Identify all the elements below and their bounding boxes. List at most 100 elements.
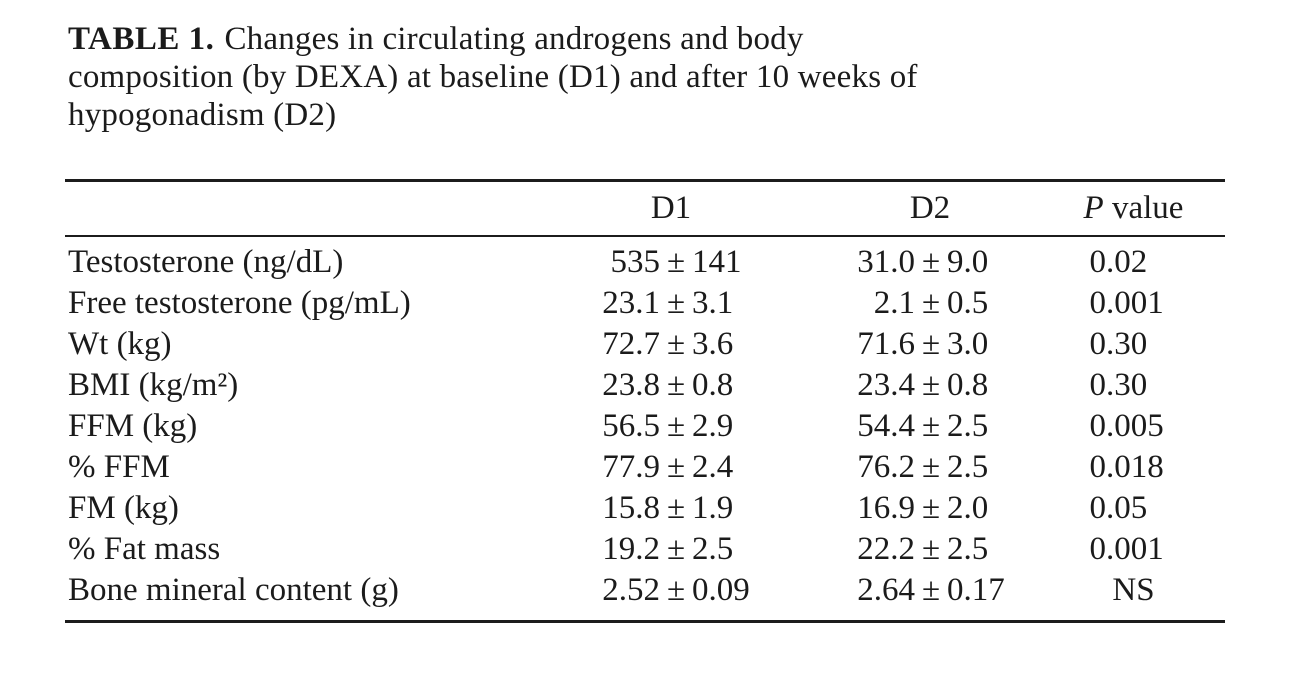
d1-mean: 77.9	[602, 449, 660, 485]
d1-sd: 0.09	[692, 572, 750, 608]
p-value-text: NS	[1112, 572, 1155, 608]
d2-value: 2.64 ±0.17	[815, 572, 1045, 609]
d1-value: 23.8 ±0.8	[585, 367, 815, 404]
row-label: Bone mineral content (g)	[68, 572, 399, 608]
d1-mean: 19.2	[602, 531, 660, 567]
d1-value: 56.5 ±2.9	[585, 408, 815, 445]
row-label: Wt (kg)	[68, 326, 172, 362]
caption-line-1: TABLE 1. Changes in circulating androgens…	[68, 20, 1178, 58]
p-value: 0.30	[1045, 367, 1222, 404]
plus-minus-icon: ±	[666, 449, 686, 485]
plus-minus-icon: ±	[666, 285, 686, 321]
d2-mean: 71.6	[857, 326, 915, 362]
table-row: % FFM 77.9 ±2.4 76.2 ±2.5 0.018	[65, 447, 1225, 488]
p-value: 0.02	[1045, 244, 1222, 281]
row-label: % FFM	[68, 449, 170, 485]
d1-mean: 23.1	[602, 285, 660, 321]
d1-sd: 0.8	[692, 367, 734, 403]
p-value-text: 0.30	[1089, 326, 1148, 362]
d1-sd: 3.1	[692, 285, 734, 321]
plus-minus-icon: ±	[921, 408, 941, 444]
d2-mean: 76.2	[857, 449, 915, 485]
p-value: 0.005	[1045, 408, 1222, 445]
plus-minus-icon: ±	[666, 490, 686, 526]
column-header-d2: D2	[909, 189, 951, 226]
table-row: Bone mineral content (g) 2.52 ±0.09 2.64 ±0.…	[65, 570, 1225, 611]
d1-mean: 535	[610, 244, 661, 280]
d1-value: 535 ±141	[585, 244, 815, 281]
d2-value: 71.6 ±3.0	[815, 326, 1045, 363]
plus-minus-icon: ±	[921, 244, 941, 280]
plus-minus-icon: ±	[921, 490, 941, 526]
table-body: Testosterone (ng/dL) 535 ±141 31.0 ±9.0 0.02 F…	[65, 237, 1225, 620]
d2-value: 23.4 ±0.8	[815, 367, 1045, 404]
p-value-text: 0.005	[1089, 408, 1164, 444]
p-value: 0.018	[1045, 449, 1222, 486]
plus-minus-icon: ±	[666, 408, 686, 444]
p-value-text: 0.018	[1089, 449, 1164, 485]
d1-value: 77.9 ±2.4	[585, 449, 815, 486]
d2-value: 22.2 ±2.5	[815, 531, 1045, 568]
plus-minus-icon: ±	[921, 572, 941, 608]
d1-sd: 2.9	[692, 408, 734, 444]
caption-line-3: hypogonadism (D2)	[68, 97, 337, 133]
p-value: 0.001	[1045, 285, 1222, 322]
d2-mean: 2.64	[857, 572, 915, 608]
row-label: BMI (kg/m²)	[68, 367, 239, 403]
bottom-rule	[65, 620, 1225, 623]
p-value: NS	[1045, 572, 1222, 609]
plus-minus-icon: ±	[666, 572, 686, 608]
p-value: 0.001	[1045, 531, 1222, 568]
d2-mean: 2.1	[873, 285, 915, 321]
d1-value: 23.1 ±3.1	[585, 285, 815, 322]
table-row: % Fat mass 19.2 ±2.5 22.2 ±2.5 0.001	[65, 529, 1225, 570]
d2-sd: 9.0	[947, 244, 989, 280]
p-value: 0.05	[1045, 490, 1222, 527]
d2-sd: 2.5	[947, 408, 989, 444]
table-caption: TABLE 1. Changes in circulating androgens…	[68, 20, 1178, 134]
row-label: FFM (kg)	[68, 408, 198, 444]
d2-mean: 54.4	[857, 408, 915, 444]
p-value-text: 0.001	[1089, 285, 1164, 321]
d2-sd: 0.5	[947, 285, 989, 321]
plus-minus-icon: ±	[921, 285, 941, 321]
caption-line-2: composition (by DEXA) at baseline (D1) a…	[68, 59, 918, 95]
d1-value: 19.2 ±2.5	[585, 531, 815, 568]
plus-minus-icon: ±	[666, 531, 686, 567]
d1-sd: 3.6	[692, 326, 734, 362]
d2-sd: 2.5	[947, 449, 989, 485]
d1-mean: 2.52	[602, 572, 660, 608]
header-rule	[65, 234, 1225, 237]
caption-text-1: Changes in circulating androgens and bod…	[224, 21, 804, 57]
d1-value: 2.52 ±0.09	[585, 572, 815, 609]
d2-value: 31.0 ±9.0	[815, 244, 1045, 281]
d1-sd: 2.5	[692, 531, 734, 567]
p-value-text: 0.001	[1089, 531, 1164, 567]
d2-mean: 23.4	[857, 367, 915, 403]
table-row: FM (kg) 15.8 ±1.9 16.9 ±2.0 0.05	[65, 488, 1225, 529]
plus-minus-icon: ±	[666, 326, 686, 362]
table-row: Free testosterone (pg/mL) 23.1 ±3.1 2.1 ±0.5…	[65, 283, 1225, 324]
column-header-p-value: P value	[1083, 189, 1184, 226]
row-label: FM (kg)	[68, 490, 179, 526]
p-value-text: 0.02	[1089, 244, 1148, 280]
d2-mean: 31.0	[857, 244, 915, 280]
d2-value: 16.9 ±2.0	[815, 490, 1045, 527]
table-row: FFM (kg) 56.5 ±2.9 54.4 ±2.5 0.005	[65, 406, 1225, 447]
d2-sd: 2.0	[947, 490, 989, 526]
d2-sd: 0.8	[947, 367, 989, 403]
d2-sd: 3.0	[947, 326, 989, 362]
plus-minus-icon: ±	[921, 326, 941, 362]
table-row: Testosterone (ng/dL) 535 ±141 31.0 ±9.0 0.02	[65, 242, 1225, 283]
d2-value: 54.4 ±2.5	[815, 408, 1045, 445]
p-value-text: 0.30	[1089, 367, 1148, 403]
d1-sd: 2.4	[692, 449, 734, 485]
data-table: D1 D2 P value Testosterone (ng/dL) 535 ±14…	[65, 179, 1225, 623]
row-label: Testosterone (ng/dL)	[68, 244, 344, 280]
d2-value: 2.1 ±0.5	[815, 285, 1045, 322]
row-label: Free testosterone (pg/mL)	[68, 285, 411, 321]
d1-mean: 72.7	[602, 326, 660, 362]
row-label: % Fat mass	[68, 531, 221, 567]
d1-mean: 56.5	[602, 408, 660, 444]
